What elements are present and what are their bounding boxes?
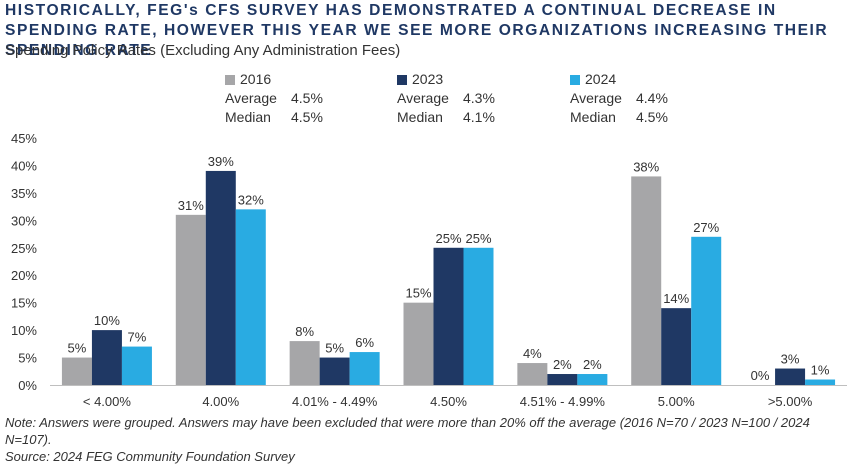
bar-2024 <box>577 374 608 385</box>
bar-2024 <box>235 209 266 385</box>
x-tick-label: 5.00% <box>658 394 695 409</box>
bar-2016 <box>631 176 662 385</box>
x-tick-label: 4.01% - 4.49% <box>292 394 378 409</box>
y-tick-label: 15% <box>11 296 37 311</box>
bar-value-label: 0% <box>751 368 770 383</box>
legend-median-2016: 4.5% <box>291 109 323 125</box>
y-tick-label: 10% <box>11 323 37 338</box>
bar-value-label: 25% <box>435 231 461 246</box>
legend-label-2024: 2024 <box>585 71 617 87</box>
bar-value-label: 5% <box>325 341 344 356</box>
legend-average-2016: 4.5% <box>291 90 323 106</box>
bar-2024 <box>463 247 494 385</box>
bar-value-label: 8% <box>295 324 314 339</box>
chart-title: HISTORICALLY, FEG's CFS SURVEY HAS DEMON… <box>5 2 829 59</box>
y-tick-label: 45% <box>11 131 37 146</box>
y-tick-label: 30% <box>11 213 37 228</box>
legend-median-label: Median <box>225 109 271 125</box>
bar-value-label: 27% <box>693 220 719 235</box>
bar-value-label: 25% <box>465 231 491 246</box>
bar-2016 <box>403 302 434 385</box>
bar-2023 <box>205 170 236 385</box>
legend-average-2023: 4.3% <box>463 90 495 106</box>
legend-swatch-2023 <box>397 74 407 85</box>
bar-2016 <box>517 363 548 385</box>
legend-label-2016: 2016 <box>240 71 272 87</box>
bar-2023 <box>91 330 122 385</box>
bar-value-label: 14% <box>663 291 689 306</box>
bar-value-label: 10% <box>94 313 120 328</box>
x-tick-label: 4.00% <box>202 394 239 409</box>
bar-value-label: 15% <box>405 286 431 301</box>
bar-2016 <box>175 214 206 385</box>
legend-2023: 2023 Average 4.3% Median 4.1% <box>397 70 495 127</box>
bar-2024 <box>121 346 152 385</box>
bar-2024 <box>805 379 836 385</box>
bar-2016 <box>289 341 320 385</box>
bar-2024 <box>349 352 380 385</box>
bar-value-label: 3% <box>781 352 800 367</box>
bar-2023 <box>547 374 578 385</box>
bar-value-label: 2% <box>553 357 572 372</box>
bar-value-label: 2% <box>583 357 602 372</box>
y-tick-label: 35% <box>11 186 37 201</box>
legend-average-2024: 4.4% <box>636 90 668 106</box>
y-tick-label: 0% <box>18 378 37 393</box>
bar-value-label: 39% <box>208 154 234 169</box>
bar-2023 <box>661 308 692 385</box>
legend-median-2023: 4.1% <box>463 109 495 125</box>
bar-value-label: 1% <box>811 363 830 378</box>
legend-label-2023: 2023 <box>412 71 444 87</box>
x-tick-label: >5.00% <box>768 394 813 409</box>
legend-average-label: Average <box>397 90 449 106</box>
bar-2016 <box>61 357 92 385</box>
legend-median-label: Median <box>397 109 443 125</box>
legend-average-label: Average <box>225 90 277 106</box>
y-tick-label: 5% <box>18 351 37 366</box>
x-tick-label: 4.50% <box>430 394 467 409</box>
y-tick-label: 25% <box>11 241 37 256</box>
chart-subtitle: Spending Policy Rates (Excluding Any Adm… <box>5 42 401 59</box>
legend-swatch-2016 <box>225 74 235 85</box>
note-text: Note: Answers were grouped. Answers may … <box>5 415 810 447</box>
bar-value-label: 4% <box>523 346 542 361</box>
bar-2023 <box>433 247 464 385</box>
y-tick-label: 40% <box>11 158 37 173</box>
bar-2023 <box>775 368 806 385</box>
y-tick-label: 20% <box>11 268 37 283</box>
bar-value-label: 5% <box>68 341 87 356</box>
bar-value-label: 31% <box>178 198 204 213</box>
x-tick-label: 4.51% - 4.99% <box>520 394 606 409</box>
legend-swatch-2024 <box>570 74 580 85</box>
legend-median-2024: 4.5% <box>636 109 668 125</box>
bar-2024 <box>691 236 722 385</box>
bar-2023 <box>319 357 350 385</box>
x-tick-label: < 4.00% <box>83 394 132 409</box>
bar-value-label: 6% <box>355 335 374 350</box>
legend-median-label: Median <box>570 109 616 125</box>
legend-2016: 2016 Average 4.5% Median 4.5% <box>225 70 323 127</box>
bar-value-label: 32% <box>238 192 264 207</box>
chart-footnote: Note: Answers were grouped. Answers may … <box>5 414 840 465</box>
legend-average-label: Average <box>570 90 622 106</box>
legend-2024: 2024 Average 4.4% Median 4.5% <box>570 70 668 127</box>
source-text: Source: 2024 FEG Community Foundation Su… <box>5 449 295 464</box>
bar-value-label: 7% <box>128 330 147 345</box>
bar-value-label: 38% <box>633 159 659 174</box>
